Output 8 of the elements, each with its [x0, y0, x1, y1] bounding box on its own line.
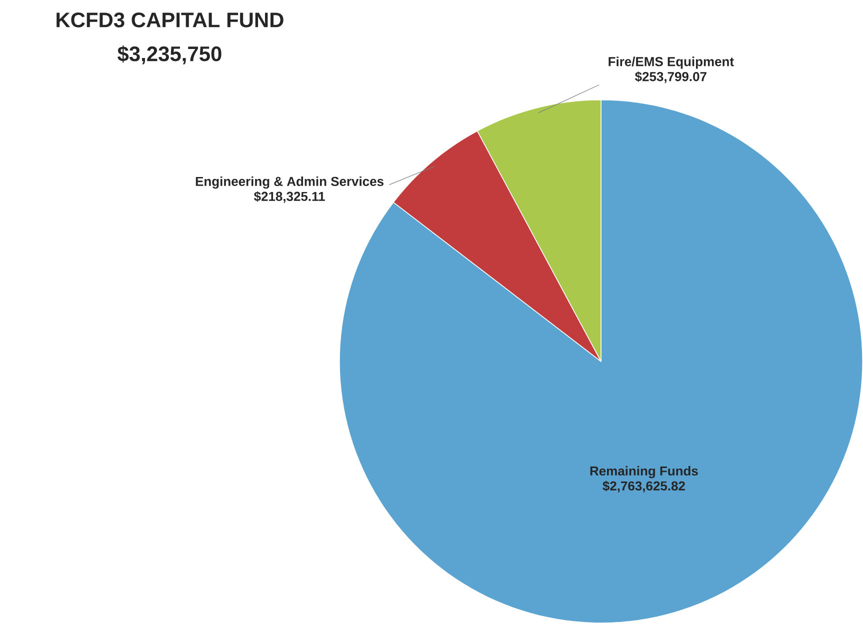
slice-label: Fire/EMS Equipment [608, 56, 734, 69]
data-label: $218,325.11 [254, 191, 325, 203]
chart-title: KCFD3 CAPITAL FUND [56, 12, 284, 28]
slice-label: Engineering & Admin Services [196, 176, 384, 189]
data-label: $253,799.07 [635, 71, 706, 84]
chart-subtitle: $3,235,750 [118, 46, 222, 64]
slice-label: Remaining Funds [590, 466, 698, 478]
data-label: $2,763,625.82 [602, 480, 685, 492]
